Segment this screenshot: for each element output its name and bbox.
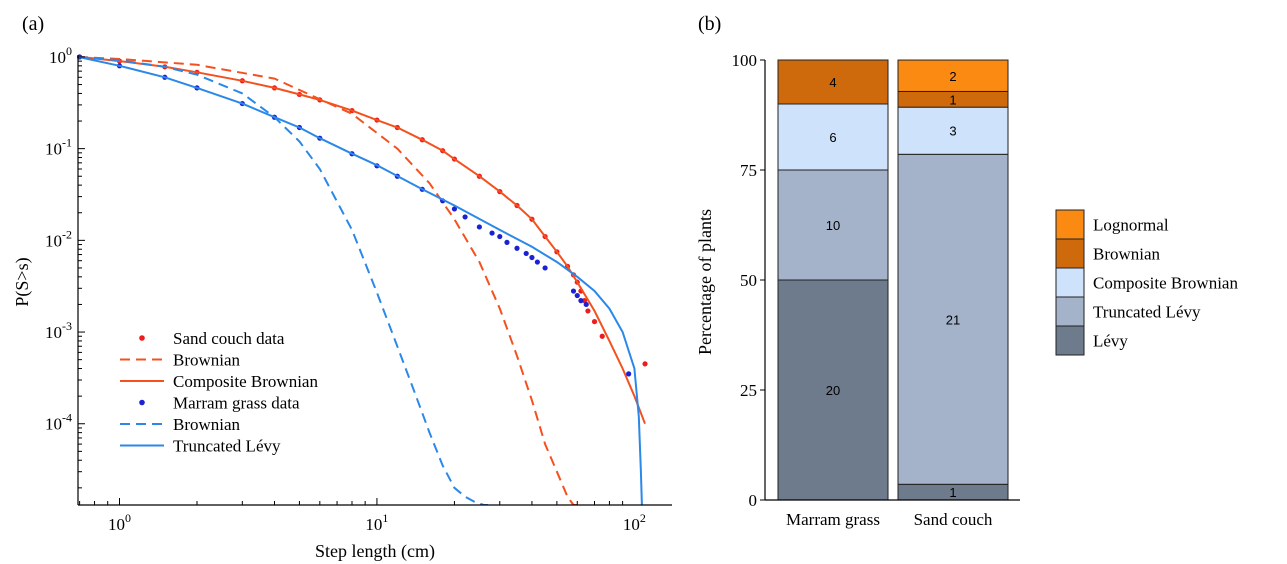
y-axis-label: P(S>s) — [12, 257, 33, 306]
y-tick-label: 25 — [740, 381, 757, 400]
y-axis-label-b: Percentage of plants — [695, 209, 715, 355]
legend-swatch — [1055, 238, 1085, 269]
y-tick-label: 10-4 — [45, 411, 72, 434]
series-4-line — [78, 55, 488, 505]
bar-count-label: 4 — [829, 75, 836, 90]
bar-segment — [897, 106, 1009, 155]
legend-swatch — [1055, 296, 1085, 327]
legend-b: Lognormal Brownian Composite Brownian Trunc… — [1055, 209, 1238, 356]
data-point — [489, 230, 495, 236]
bar-count-label: 1 — [949, 92, 956, 107]
data-point — [583, 301, 589, 308]
x-axis-label: Step length (cm) — [315, 541, 435, 562]
bar-count-label: 1 — [949, 485, 956, 500]
panel-a-label: (a) — [22, 13, 44, 35]
data-point — [570, 288, 577, 294]
y-tick-label: 10-2 — [45, 227, 72, 250]
x-tick-label: 101 — [365, 511, 388, 534]
bar-count-label: 2 — [949, 69, 956, 84]
bar-segment — [777, 59, 889, 105]
legend-label: Composite Brownian — [173, 372, 318, 391]
bar-count-label: 3 — [949, 124, 956, 139]
series-5-line — [78, 55, 643, 505]
data-point — [585, 308, 591, 314]
data-point — [462, 214, 468, 220]
x-tick-label: Marram grass — [786, 510, 880, 529]
bar-segment — [777, 169, 889, 281]
legend-label: Marram grass data — [173, 394, 300, 413]
panel-a: (a) 100 101 102 10-4 10-3 10-2 10-1 100 Step le… — [12, 13, 672, 562]
legend-label: Brownian — [173, 351, 241, 370]
bar-count-label: 21 — [946, 312, 960, 327]
series-1-line — [78, 55, 578, 505]
data-point — [529, 254, 535, 261]
data-point — [476, 224, 482, 230]
series-3-points — [77, 54, 632, 377]
y-tick-label: 10-3 — [45, 319, 72, 342]
legend-marker — [139, 399, 145, 406]
panel-b-label: (b) — [698, 13, 721, 35]
data-point — [534, 259, 540, 265]
legend-label: Truncated Lévy — [173, 437, 281, 456]
data-point — [599, 333, 605, 339]
legend-label: Brownian — [1093, 245, 1161, 264]
data-point — [542, 265, 548, 271]
legend-label: Lognormal — [1093, 216, 1169, 235]
y-tick-label: 100 — [49, 44, 72, 67]
x-tick-label: 100 — [108, 511, 131, 534]
data-point — [514, 245, 520, 251]
series-0-points — [77, 54, 648, 367]
legend-label: Lévy — [1093, 332, 1128, 351]
bar-segment — [897, 153, 1009, 485]
y-tick-label: 10-1 — [45, 136, 72, 159]
data-point — [578, 298, 584, 304]
bar-count-label: 20 — [826, 383, 840, 398]
y-tick-label: 100 — [732, 51, 758, 70]
legend-a: Sand couch data Brownian Composite Brownia… — [120, 329, 318, 456]
x-tick-label: 102 — [623, 511, 646, 534]
legend-swatch — [1055, 209, 1085, 240]
y-tick-label: 50 — [740, 271, 757, 290]
legend-label: Composite Brownian — [1093, 274, 1238, 293]
legend-label: Truncated Lévy — [1093, 303, 1201, 322]
data-point — [497, 233, 503, 240]
data-point — [574, 292, 580, 299]
legend-swatch — [1055, 267, 1085, 298]
y-tick-label: 0 — [749, 491, 758, 510]
legend-swatch — [1055, 325, 1085, 356]
bar-count-label: 10 — [826, 218, 840, 233]
data-point — [642, 361, 648, 367]
y-tick-label: 75 — [740, 161, 757, 180]
legend-marker — [139, 335, 145, 341]
data-point — [626, 371, 632, 377]
series-2-line — [79, 55, 646, 425]
legend-label: Sand couch data — [173, 329, 285, 348]
data-point — [523, 250, 529, 257]
panel-b: (b) 20 10 6 4 Marram grass 1 21 3 1 2 Sand couch 0… — [695, 13, 1238, 529]
data-point — [591, 318, 598, 325]
legend-label: Brownian — [173, 415, 241, 434]
x-tick-label: Sand couch — [914, 510, 993, 529]
bar-count-label: 6 — [829, 130, 836, 145]
data-point — [451, 206, 458, 212]
data-point — [504, 239, 510, 245]
bar-segment — [897, 59, 1009, 92]
